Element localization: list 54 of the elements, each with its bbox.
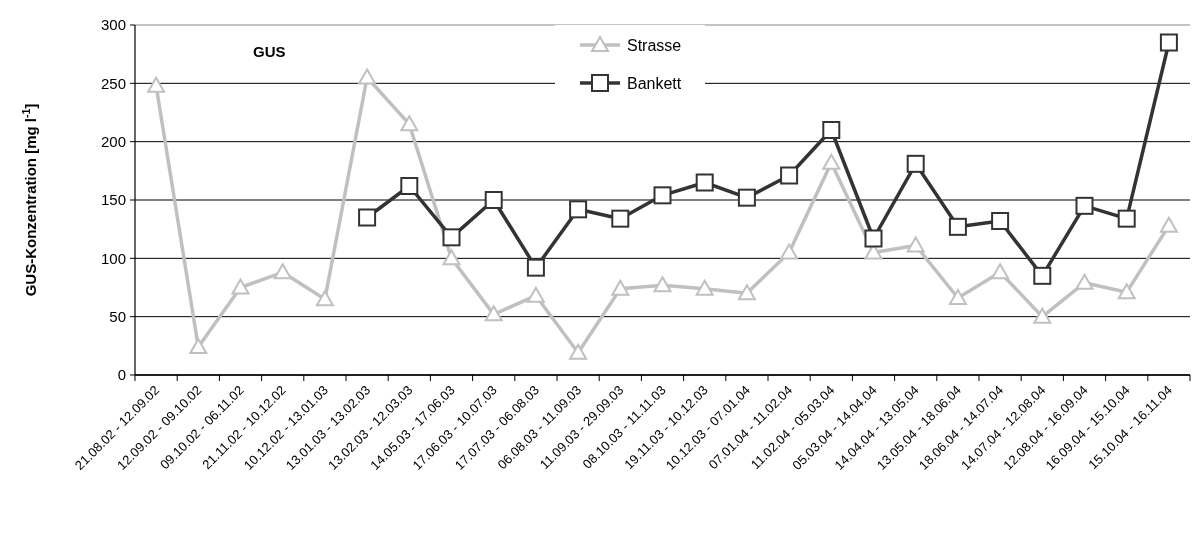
point bbox=[569, 343, 588, 360]
point bbox=[442, 249, 461, 266]
point bbox=[948, 217, 967, 236]
point bbox=[653, 186, 672, 205]
point bbox=[1033, 266, 1052, 285]
point bbox=[569, 200, 588, 219]
point bbox=[948, 289, 967, 305]
point bbox=[484, 305, 503, 322]
point bbox=[400, 177, 419, 195]
point bbox=[231, 278, 250, 295]
point bbox=[991, 212, 1010, 230]
point bbox=[906, 154, 925, 173]
point bbox=[273, 263, 292, 280]
point bbox=[822, 121, 841, 139]
point bbox=[780, 243, 799, 260]
point bbox=[358, 68, 377, 85]
point bbox=[780, 166, 799, 185]
point bbox=[189, 338, 208, 354]
y-tick-label: 150 bbox=[100, 191, 126, 209]
point bbox=[526, 286, 545, 303]
point bbox=[484, 191, 503, 209]
point bbox=[991, 263, 1010, 280]
point bbox=[442, 228, 461, 247]
point bbox=[315, 290, 334, 307]
point bbox=[695, 173, 714, 192]
y-tick-label: 250 bbox=[100, 74, 126, 92]
point bbox=[1117, 209, 1136, 228]
y-tick-label: 300 bbox=[100, 16, 126, 34]
point bbox=[653, 276, 672, 293]
point bbox=[611, 279, 630, 296]
point bbox=[737, 188, 756, 207]
point bbox=[1117, 283, 1136, 300]
point bbox=[906, 236, 925, 253]
point bbox=[1033, 307, 1052, 324]
point bbox=[526, 258, 545, 277]
point bbox=[1159, 33, 1178, 52]
point bbox=[1159, 216, 1178, 233]
point bbox=[695, 279, 714, 296]
y-tick-label: 200 bbox=[100, 132, 126, 150]
legend-label: Bankett bbox=[627, 74, 682, 92]
point bbox=[737, 284, 756, 301]
y-tick-label: 100 bbox=[100, 249, 126, 267]
text: GUS bbox=[253, 43, 286, 60]
point bbox=[147, 76, 166, 93]
point bbox=[358, 208, 377, 227]
y-tick-label: 50 bbox=[109, 307, 126, 325]
point bbox=[1075, 273, 1094, 290]
point bbox=[400, 115, 419, 132]
point bbox=[822, 153, 841, 170]
point bbox=[1075, 196, 1094, 215]
y-tick-label: 0 bbox=[117, 366, 126, 384]
point bbox=[864, 229, 883, 248]
point bbox=[611, 209, 630, 228]
legend-label: Strasse bbox=[627, 36, 682, 54]
